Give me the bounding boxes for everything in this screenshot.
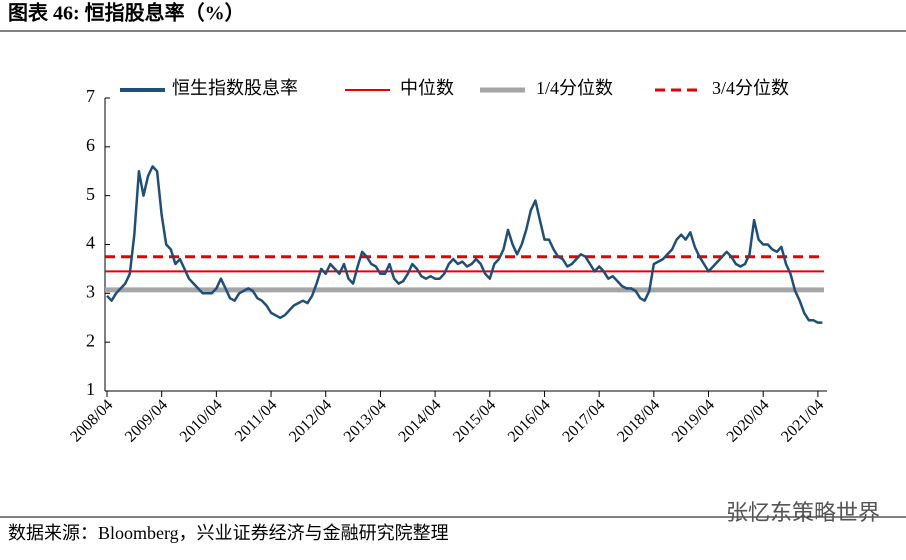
x-tick-label: 2012/04 — [286, 396, 335, 445]
x-tick-label: 2008/04 — [67, 396, 116, 445]
source: 数据来源：Bloomberg，兴业证券经济与金融研究院整理 — [8, 523, 449, 543]
y-tick-label: 5 — [86, 184, 95, 204]
x-tick-label: 2014/04 — [395, 396, 444, 445]
legend-label: 3/4分位数 — [712, 78, 789, 98]
x-tick-label: 2013/04 — [341, 396, 390, 445]
x-tick-label: 2016/04 — [505, 396, 554, 445]
x-tick-label: 2020/04 — [724, 396, 773, 445]
x-tick-label: 2010/04 — [177, 396, 226, 445]
legend-label: 中位数 — [400, 78, 454, 98]
legend-label: 1/4分位数 — [536, 78, 613, 98]
x-tick-label: 2018/04 — [614, 396, 663, 445]
y-tick-label: 1 — [86, 379, 95, 399]
x-tick-label: 2019/04 — [669, 396, 718, 445]
x-tick-label: 2011/04 — [232, 396, 281, 445]
y-tick-label: 6 — [86, 135, 95, 155]
watermark: 张忆东策略世界 — [726, 500, 880, 525]
title: 图表 46: 恒指股息率（%） — [8, 1, 245, 25]
y-tick-label: 2 — [86, 330, 95, 350]
x-tick-label: 2021/04 — [778, 396, 827, 445]
series-line — [106, 165, 823, 324]
x-tick-label: 2009/04 — [122, 396, 171, 445]
y-tick-label: 7 — [86, 86, 95, 106]
y-tick-label: 3 — [86, 281, 95, 301]
x-tick-label: 2015/04 — [450, 396, 499, 445]
x-tick-label: 2017/04 — [559, 396, 608, 445]
legend-label: 恒生指数股息率 — [172, 78, 298, 98]
y-tick-label: 4 — [86, 233, 95, 253]
